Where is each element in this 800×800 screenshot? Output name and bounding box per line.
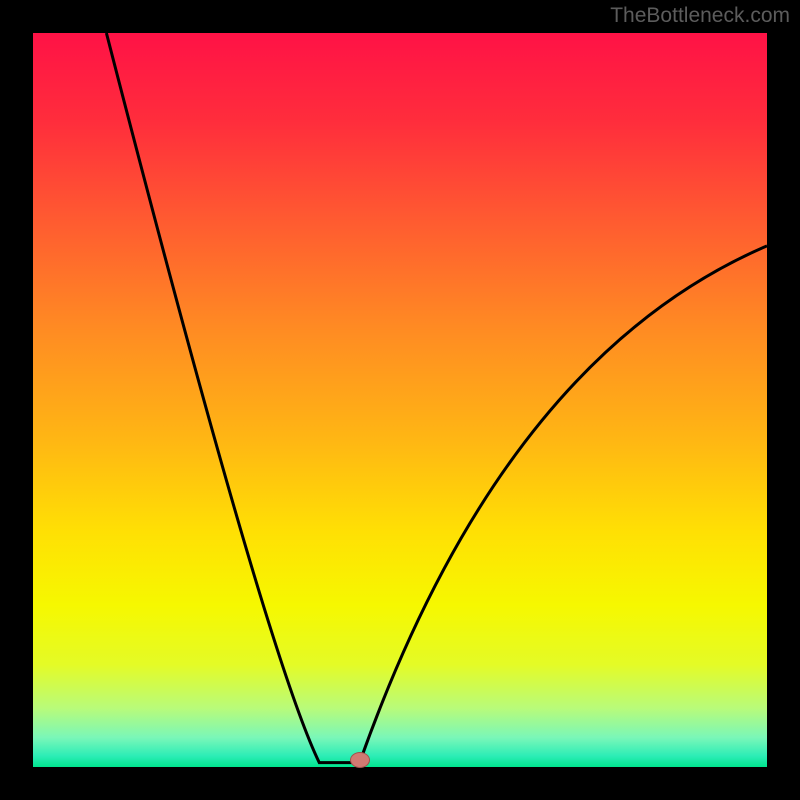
chart-plot-area bbox=[33, 33, 767, 767]
bottleneck-curve-path bbox=[106, 33, 767, 763]
optimal-point-marker bbox=[350, 752, 370, 768]
watermark-label: TheBottleneck.com bbox=[610, 4, 790, 28]
chart-curve bbox=[33, 33, 767, 767]
